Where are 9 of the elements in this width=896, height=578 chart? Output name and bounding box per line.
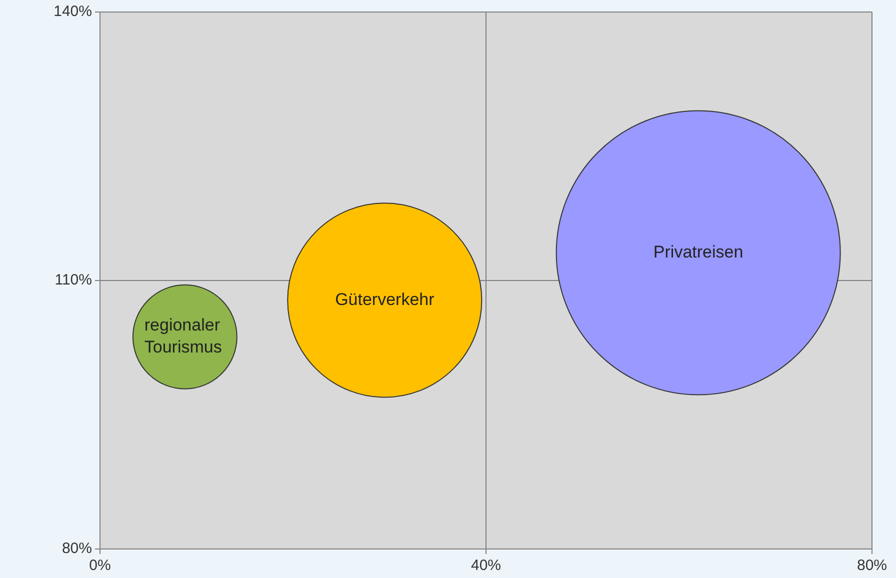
y-tick-label: 110% <box>54 272 92 289</box>
series-label: regionaler Tourismus <box>144 316 222 357</box>
x-tick-label: 80% <box>856 557 888 574</box>
x-tick-label: 40% <box>470 557 502 574</box>
y-tick-label: 80% <box>62 540 92 558</box>
series-label: Güterverkehr <box>335 290 435 309</box>
x-tick-label: 0% <box>89 557 111 574</box>
series-label: Privatreisen <box>653 242 744 262</box>
y-tick-label: 140% <box>54 3 92 20</box>
